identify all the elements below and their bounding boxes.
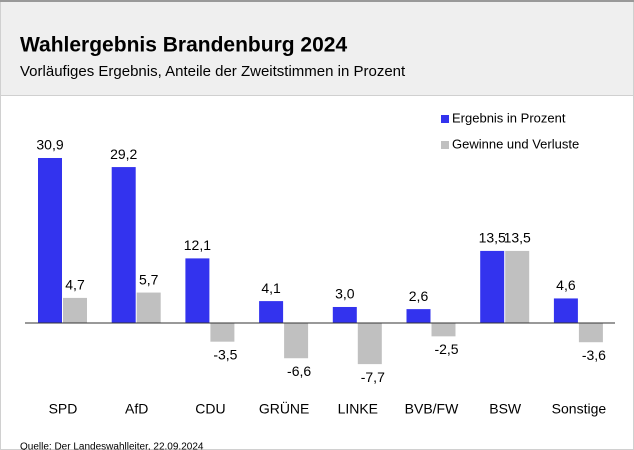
bar bbox=[431, 323, 456, 337]
value-label: 4,1 bbox=[261, 280, 281, 296]
x-tick-label: BVB/FW bbox=[405, 401, 459, 417]
value-label: 13,5 bbox=[479, 230, 506, 246]
value-label: -3,6 bbox=[582, 347, 606, 363]
chart-title: Wahlergebnis Brandenburg 2024 bbox=[20, 34, 347, 57]
value-label: -2,5 bbox=[434, 341, 458, 357]
bar bbox=[480, 250, 505, 323]
bar bbox=[332, 306, 357, 323]
legend-label: Gewinne und Verluste bbox=[452, 136, 579, 151]
x-tick-label: LINKE bbox=[338, 401, 378, 417]
source: Quelle: Der Landeswahlleiter, 22.09.2024 bbox=[20, 442, 204, 450]
value-label: -3,5 bbox=[213, 346, 237, 362]
bar bbox=[185, 258, 210, 323]
x-tick-label: BSW bbox=[489, 401, 522, 417]
bar bbox=[406, 309, 431, 323]
legend-swatch bbox=[441, 141, 449, 149]
value-label: 4,6 bbox=[556, 277, 576, 293]
x-tick-label: CDU bbox=[195, 401, 225, 417]
bar bbox=[63, 297, 87, 323]
x-tick-label: GRÜNE bbox=[259, 400, 310, 417]
value-label: 3,0 bbox=[335, 286, 355, 302]
value-label: 13,5 bbox=[504, 230, 531, 246]
value-label: 30,9 bbox=[36, 137, 63, 153]
header bbox=[0, 0, 634, 96]
bar bbox=[505, 250, 530, 323]
legend-swatch bbox=[441, 115, 449, 123]
bar bbox=[210, 323, 235, 342]
value-label: 2,6 bbox=[409, 288, 429, 304]
value-label: 4,7 bbox=[65, 277, 85, 293]
bar bbox=[136, 292, 161, 323]
bar bbox=[111, 167, 136, 323]
value-label: -6,6 bbox=[287, 363, 311, 379]
x-tick-label: SPD bbox=[49, 401, 78, 417]
bar bbox=[553, 298, 578, 323]
value-label: -7,7 bbox=[361, 369, 385, 385]
value-label: 12,1 bbox=[184, 237, 211, 253]
bar bbox=[357, 323, 382, 365]
value-label: 29,2 bbox=[110, 146, 137, 162]
bar bbox=[578, 323, 603, 343]
bar bbox=[259, 301, 284, 323]
x-tick-label: Sonstige bbox=[552, 401, 607, 417]
legend-label: Ergebnis in Prozent bbox=[452, 110, 566, 125]
value-label: 5,7 bbox=[139, 271, 159, 287]
bar bbox=[284, 323, 309, 359]
x-tick-label: AfD bbox=[125, 401, 148, 417]
bar bbox=[38, 157, 62, 323]
chart-subtitle: Vorläufiges Ergebnis, Anteile der Zweits… bbox=[20, 63, 406, 80]
